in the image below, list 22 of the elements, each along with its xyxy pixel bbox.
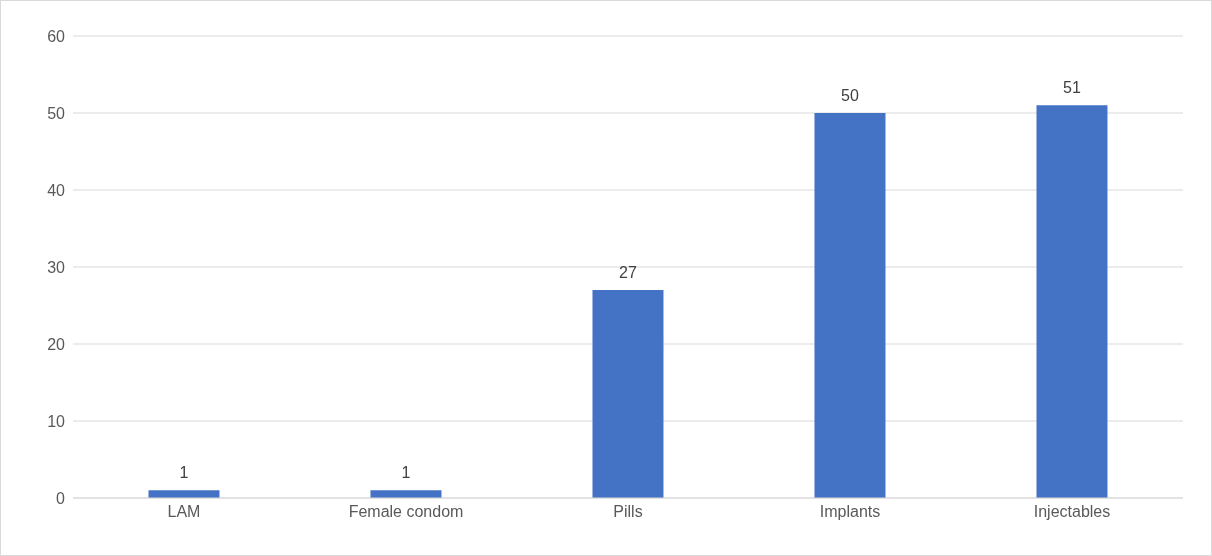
y-tick-label: 30 <box>47 258 66 276</box>
data-label: 51 <box>1063 79 1081 97</box>
data-label: 50 <box>841 87 859 104</box>
data-label: 27 <box>619 264 637 282</box>
x-tick-label: Injectables <box>1033 503 1111 521</box>
y-tick-label: 20 <box>47 335 66 353</box>
x-tick-label: LAM <box>167 503 201 521</box>
x-tick-label: Implants <box>819 503 881 521</box>
y-tick-label: 60 <box>47 27 66 45</box>
x-tick-label: Pills <box>613 503 643 521</box>
bar <box>1036 105 1108 498</box>
y-tick-label: 50 <box>47 104 66 122</box>
bar <box>592 290 664 498</box>
y-tick-label: 0 <box>56 489 66 507</box>
x-tick-label: Female condom <box>348 503 464 521</box>
data-label: 1 <box>179 464 189 482</box>
y-tick-label: 40 <box>47 181 66 199</box>
data-label: 1 <box>401 464 411 482</box>
y-tick-label: 10 <box>47 412 66 430</box>
bar <box>814 113 886 498</box>
bar <box>148 490 220 498</box>
bar <box>370 490 442 498</box>
